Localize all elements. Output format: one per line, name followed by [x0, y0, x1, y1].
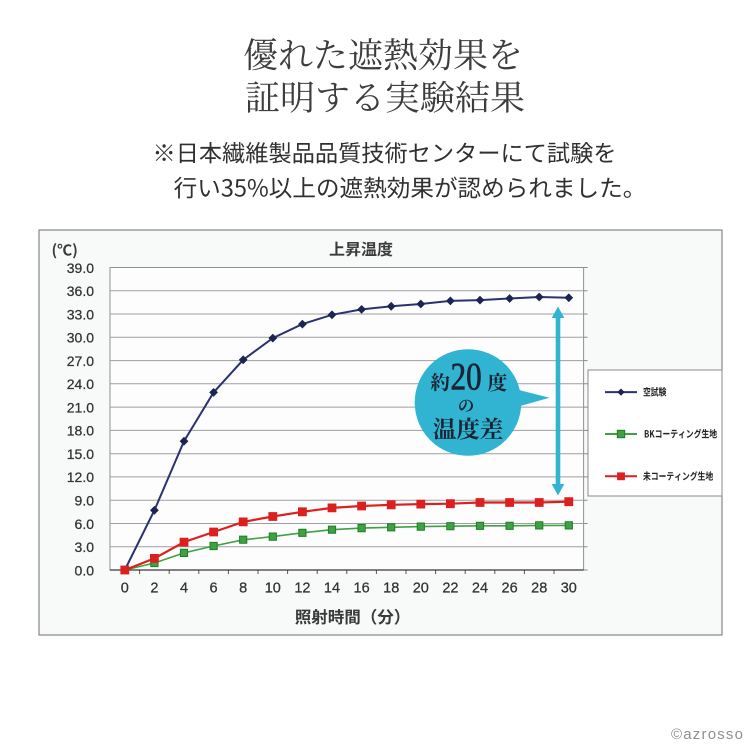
svg-text:2: 2	[150, 581, 158, 597]
svg-text:20: 20	[413, 581, 429, 597]
svg-text:28: 28	[531, 581, 547, 597]
svg-text:36.0: 36.0	[67, 283, 94, 299]
svg-text:39.0: 39.0	[67, 260, 94, 276]
svg-text:15.0: 15.0	[67, 446, 94, 462]
svg-text:0: 0	[121, 581, 129, 597]
svg-text:22: 22	[442, 581, 458, 597]
svg-text:26: 26	[502, 581, 518, 597]
svg-text:8: 8	[239, 581, 247, 597]
svg-text:12: 12	[294, 581, 310, 597]
svg-text:18: 18	[383, 581, 399, 597]
svg-text:10: 10	[265, 581, 281, 597]
svg-text:3.0: 3.0	[75, 539, 95, 555]
svg-text:30: 30	[561, 581, 577, 597]
svg-text:9.0: 9.0	[75, 493, 95, 509]
svg-text:30.0: 30.0	[67, 330, 94, 346]
svg-text:6: 6	[210, 581, 218, 597]
svg-text:27.0: 27.0	[67, 353, 94, 369]
svg-text:21.0: 21.0	[67, 399, 94, 415]
svg-text:24: 24	[472, 581, 488, 597]
svg-text:16: 16	[354, 581, 370, 597]
svg-text:0.0: 0.0	[75, 562, 95, 578]
svg-text:©azrosso: ©azrosso	[671, 726, 744, 743]
svg-text:12.0: 12.0	[67, 469, 94, 485]
svg-text:4: 4	[180, 581, 188, 597]
svg-text:18.0: 18.0	[67, 423, 94, 439]
svg-text:6.0: 6.0	[75, 516, 95, 532]
svg-text:14: 14	[324, 581, 340, 597]
svg-text:33.0: 33.0	[67, 306, 94, 322]
svg-text:24.0: 24.0	[67, 376, 94, 392]
